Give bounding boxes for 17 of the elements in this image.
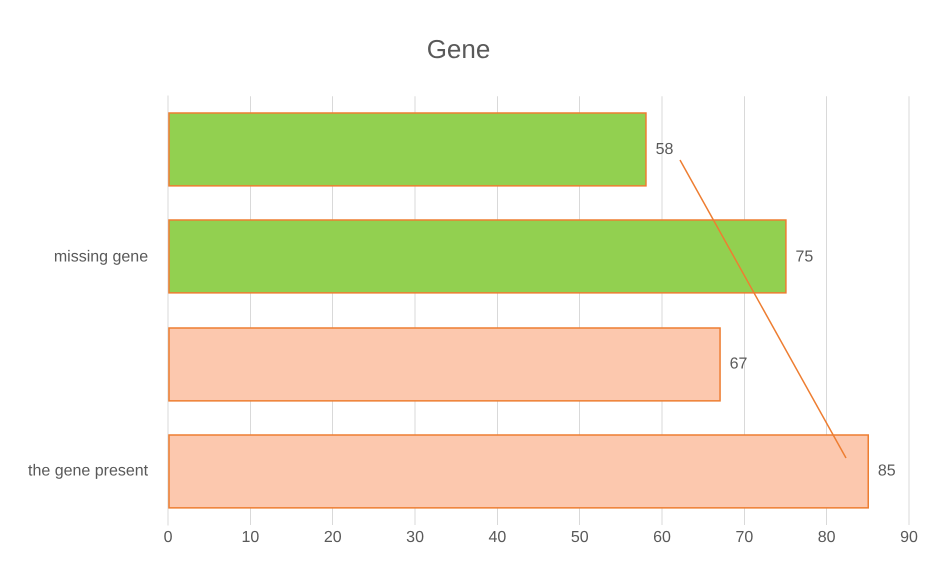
data-label: 75 <box>796 248 814 266</box>
x-tick-label: 60 <box>653 528 672 546</box>
x-tick-label: 10 <box>242 528 260 546</box>
chart-title: Gene <box>426 34 490 64</box>
x-tick-label: 40 <box>488 528 506 546</box>
data-label: 85 <box>878 462 896 480</box>
x-tick-label: 80 <box>818 528 836 546</box>
x-tick-label: 30 <box>406 528 424 546</box>
x-tick-label: 90 <box>900 528 918 546</box>
x-tick-label: 0 <box>164 528 173 546</box>
data-label: 67 <box>730 355 748 372</box>
x-tick-label: 70 <box>735 528 754 546</box>
x-tick-label: 50 <box>570 528 589 546</box>
data-label: 58 <box>656 141 674 158</box>
y-tick-label: the gene present <box>28 462 149 480</box>
y-tick-label: missing gene <box>54 248 148 266</box>
x-tick-label: 20 <box>324 528 342 546</box>
